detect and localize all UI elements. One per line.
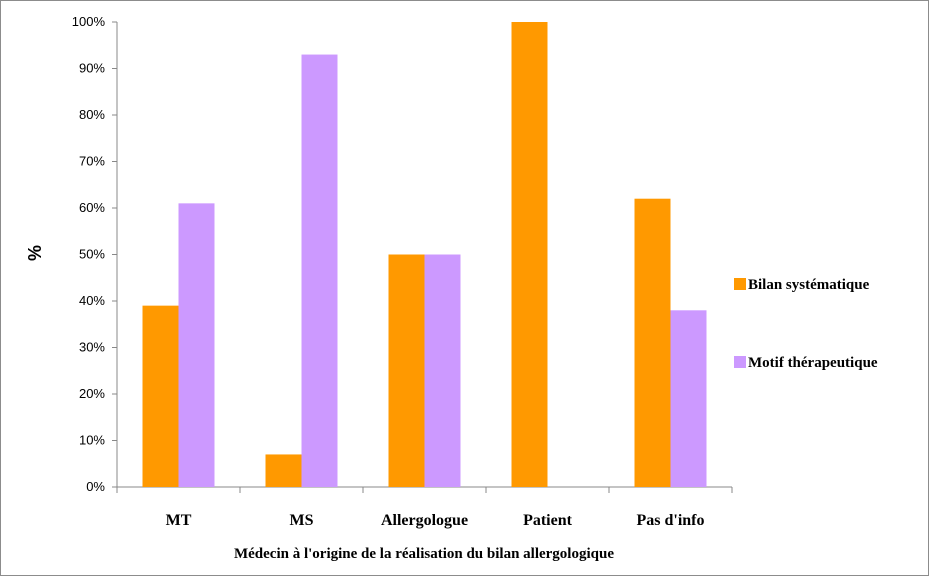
bar-bilan-systematique — [388, 254, 425, 487]
bar-motif-therapeutique — [424, 254, 461, 487]
x-tick-label: MS — [290, 512, 314, 529]
legend-swatch — [734, 278, 746, 290]
bars — [142, 22, 707, 488]
x-ticks: MT MS Allergologue Patient Pas d'info — [116, 487, 733, 529]
bar-motif-therapeutique — [178, 203, 215, 487]
y-tick-label: 70% — [79, 154, 105, 169]
y-tick-label: 20% — [79, 386, 105, 401]
x-tick-label: Allergologue — [381, 512, 468, 529]
x-tick-label: Pas d'info — [636, 512, 704, 529]
y-tick-label: 90% — [79, 61, 105, 76]
bar-motif-therapeutique — [301, 54, 338, 488]
legend-label: Motif thérapeutique — [748, 355, 878, 371]
x-tick-label: Patient — [523, 512, 573, 529]
x-tick-label: MT — [166, 512, 192, 529]
y-tick-label: 60% — [79, 200, 105, 215]
y-tick-label: 50% — [79, 247, 105, 262]
bar-bilan-systematique — [142, 305, 179, 487]
bar-motif-therapeutique — [670, 310, 707, 487]
bar-bilan-systematique — [265, 454, 302, 487]
y-tick-label: 100% — [72, 14, 106, 29]
y-tick-label: 0% — [86, 479, 105, 494]
legend-swatch — [734, 356, 746, 368]
x-axis-label: Médecin à l'origine de la réalisation du… — [234, 546, 614, 562]
legend: Bilan systématique Motif thérapeutique — [734, 277, 878, 371]
y-tick-label: 40% — [79, 293, 105, 308]
bar-bilan-systematique — [634, 198, 671, 487]
bar-bilan-systematique — [511, 22, 548, 487]
legend-label: Bilan systématique — [748, 277, 870, 293]
y-ticks: 0% 10% 20% 30% 40% 50% 60% 70% 80% 90% 100% — [72, 14, 117, 494]
y-tick-label: 10% — [79, 433, 105, 448]
y-axis-label: % — [25, 245, 45, 261]
y-tick-label: 30% — [79, 340, 105, 355]
y-tick-label: 80% — [79, 107, 105, 122]
